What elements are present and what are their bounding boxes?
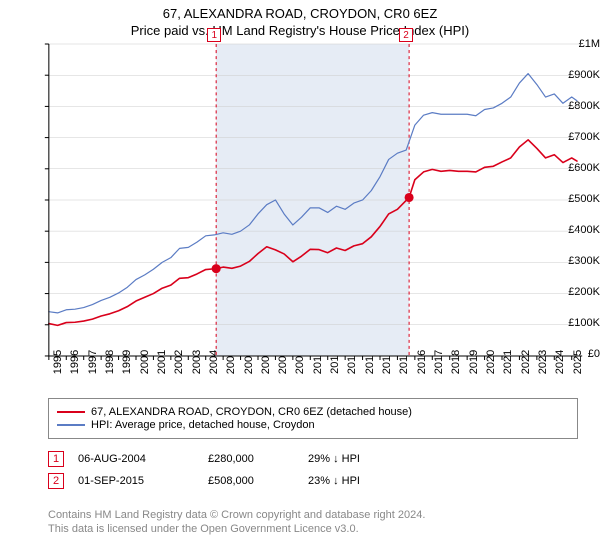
footer-line: Contains HM Land Registry data © Crown c… xyxy=(48,508,425,522)
chart-title: 67, ALEXANDRA ROAD, CROYDON, CR0 6EZ xyxy=(0,0,600,23)
legend-swatch xyxy=(57,411,85,413)
sale-date: 06-AUG-2004 xyxy=(78,453,208,465)
legend-item: 67, ALEXANDRA ROAD, CROYDON, CR0 6EZ (de… xyxy=(57,406,569,418)
chart-container: 67, ALEXANDRA ROAD, CROYDON, CR0 6EZ Pri… xyxy=(0,0,600,560)
legend-swatch xyxy=(57,424,85,426)
legend: 67, ALEXANDRA ROAD, CROYDON, CR0 6EZ (de… xyxy=(48,398,578,439)
sale-price: £508,000 xyxy=(208,475,308,487)
sale-price: £280,000 xyxy=(208,453,308,465)
price-chart xyxy=(43,42,584,362)
chart-subtitle: Price paid vs. HM Land Registry's House … xyxy=(0,23,600,40)
sale-marker-2-label: 2 xyxy=(399,28,413,42)
sale-date: 01-SEP-2015 xyxy=(78,475,208,487)
footer-attribution: Contains HM Land Registry data © Crown c… xyxy=(48,508,425,537)
sale-row: 1 06-AUG-2004 £280,000 29% ↓ HPI xyxy=(48,448,428,470)
legend-item: HPI: Average price, detached house, Croy… xyxy=(57,419,569,431)
sale-delta: 23% ↓ HPI xyxy=(308,475,428,487)
footer-line: This data is licensed under the Open Gov… xyxy=(48,522,425,536)
legend-label: HPI: Average price, detached house, Croy… xyxy=(91,419,315,431)
sale-marker-1-label: 1 xyxy=(207,28,221,42)
legend-label: 67, ALEXANDRA ROAD, CROYDON, CR0 6EZ (de… xyxy=(91,406,412,418)
sale-index-badge: 2 xyxy=(48,473,64,489)
sale-row: 2 01-SEP-2015 £508,000 23% ↓ HPI xyxy=(48,470,428,492)
sales-table: 1 06-AUG-2004 £280,000 29% ↓ HPI 2 01-SE… xyxy=(48,448,428,492)
sale-index-badge: 1 xyxy=(48,451,64,467)
sale-delta: 29% ↓ HPI xyxy=(308,453,428,465)
